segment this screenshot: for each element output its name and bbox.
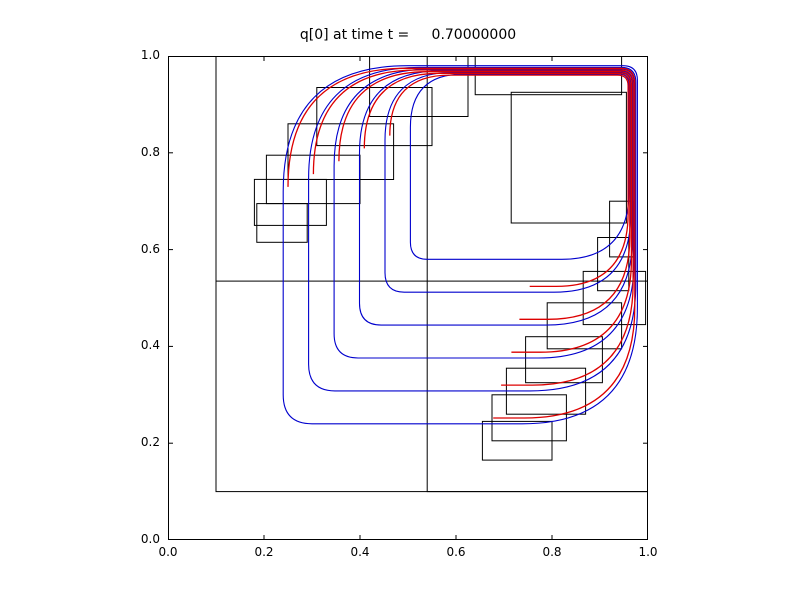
x-tick-label: 0.2 xyxy=(254,545,274,559)
red-contour-line xyxy=(338,71,633,353)
red-contour-line xyxy=(389,74,629,288)
x-tick-label: 0.8 xyxy=(542,545,562,559)
amr-patch-rect xyxy=(491,394,567,442)
blue-contour-line xyxy=(282,65,638,425)
y-tick-label: 0.6 xyxy=(140,241,160,256)
x-tick-label: 0.6 xyxy=(446,545,466,559)
amr-patch-rect xyxy=(481,420,553,461)
amr-patch-rect xyxy=(287,123,395,181)
y-tick-label: 1.0 xyxy=(140,48,160,62)
blue-contour-line xyxy=(384,71,632,293)
y-tick-label: 0.8 xyxy=(140,144,160,159)
x-tick-label: 0.4 xyxy=(350,545,370,559)
plot-title: q[0] at time t = 0.70000000 xyxy=(299,27,517,43)
y-tick-label: 0.2 xyxy=(140,435,160,450)
amr-patch-rect xyxy=(546,302,623,350)
x-tick-label: 0.0 xyxy=(158,545,178,559)
contour-plot-svg xyxy=(168,56,648,540)
y-tick-label: 0.4 xyxy=(140,338,160,353)
amr-patch-rect xyxy=(510,91,627,224)
blue-contour-line xyxy=(358,70,633,326)
amr-patch-rect xyxy=(253,178,327,226)
amr-patch-rect xyxy=(597,237,630,292)
axes-frame xyxy=(168,56,648,540)
amr-patch-rect xyxy=(215,56,648,282)
amr-patch-rect xyxy=(369,56,469,117)
blue-contour-line xyxy=(333,68,635,359)
amr-patch-rect xyxy=(525,336,603,384)
red-contour-line xyxy=(312,69,634,386)
amr-patch-rect xyxy=(426,56,648,493)
y-tick-label: 0.0 xyxy=(140,532,160,546)
blue-contour-line xyxy=(308,66,637,392)
red-contour-line xyxy=(287,67,636,419)
amr-patch-rect xyxy=(582,270,647,326)
x-tick-label: 1.0 xyxy=(638,545,658,559)
plot-area xyxy=(168,56,648,540)
blue-contour-line xyxy=(409,73,630,260)
amr-patch-rect xyxy=(316,87,433,147)
red-contour-line xyxy=(363,72,631,320)
amr-patch-rect xyxy=(256,203,308,243)
